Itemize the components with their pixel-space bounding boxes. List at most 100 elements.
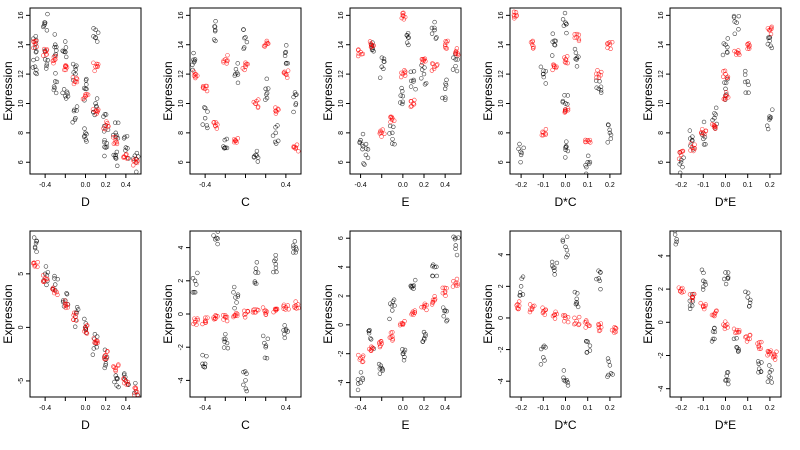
data-point — [92, 68, 97, 74]
data-point — [377, 341, 382, 346]
y-tick-label: 4 — [178, 246, 185, 250]
data-point — [702, 132, 707, 137]
data-point — [400, 11, 405, 16]
data-point — [595, 68, 600, 73]
data-point — [32, 39, 38, 44]
data-point — [41, 46, 47, 52]
data-point — [445, 38, 450, 44]
data-point — [264, 356, 270, 361]
data-point — [409, 103, 414, 109]
data-point — [422, 56, 428, 61]
data-point — [585, 153, 591, 159]
y-axis-label: Expression — [321, 61, 335, 120]
x-tick-label: -0.4 — [355, 405, 367, 412]
y-axis-label: Expression — [321, 284, 335, 343]
data-point — [114, 375, 119, 381]
data-point — [572, 321, 577, 327]
data-point — [273, 252, 278, 258]
data-point — [584, 318, 589, 323]
data-point — [42, 57, 48, 62]
data-point — [443, 95, 448, 100]
data-point — [53, 53, 59, 59]
data-point — [429, 25, 435, 31]
data-point — [420, 339, 425, 344]
y-tick-label: 4 — [658, 254, 665, 258]
data-point — [242, 315, 248, 320]
data-point — [365, 155, 371, 161]
data-point — [102, 137, 107, 143]
data-point — [193, 290, 198, 295]
data-point — [255, 159, 260, 164]
data-point — [94, 344, 99, 350]
data-point — [564, 254, 569, 260]
data-point — [116, 362, 121, 367]
data-point — [587, 159, 593, 165]
data-point — [538, 64, 544, 70]
data-point — [264, 76, 269, 82]
data-point — [241, 382, 246, 388]
data-point — [389, 303, 395, 308]
data-point — [598, 270, 603, 275]
data-point — [412, 97, 417, 103]
data-point — [398, 100, 403, 105]
x-tick-label: 0.2 — [419, 405, 429, 412]
data-point — [132, 401, 136, 405]
y-axis-label: Expression — [481, 61, 495, 120]
y-axis-label: Expression — [161, 61, 175, 120]
y-tick-label: 6 — [498, 160, 505, 164]
data-point — [756, 361, 761, 366]
data-point — [746, 82, 751, 88]
data-point — [565, 54, 570, 59]
points-group — [355, 234, 461, 393]
data-point — [377, 371, 383, 376]
data-point — [399, 85, 404, 91]
data-point — [519, 276, 524, 281]
data-point — [221, 317, 226, 322]
data-point — [293, 299, 298, 304]
points-group — [511, 9, 615, 174]
data-point — [70, 120, 75, 125]
data-point — [103, 127, 108, 132]
data-point — [103, 363, 108, 368]
data-point — [388, 330, 394, 335]
data-point — [104, 144, 110, 150]
data-point — [434, 264, 439, 270]
data-point — [101, 129, 107, 134]
data-point — [583, 139, 588, 144]
data-point — [518, 284, 524, 289]
data-point — [43, 264, 49, 269]
data-point — [687, 298, 693, 304]
data-point — [221, 345, 227, 350]
x-axis-label: C — [241, 418, 250, 432]
data-point — [725, 74, 731, 79]
points-group — [676, 13, 775, 174]
data-point — [31, 57, 36, 63]
data-point — [572, 32, 577, 37]
data-point — [363, 141, 369, 147]
data-point — [224, 314, 230, 320]
data-point — [690, 134, 695, 139]
data-point — [424, 302, 429, 308]
data-point — [564, 378, 570, 383]
data-point — [743, 90, 748, 95]
data-point — [202, 105, 207, 110]
data-point — [194, 322, 199, 327]
data-point — [70, 75, 76, 80]
data-point — [608, 136, 614, 141]
data-point — [722, 68, 728, 74]
data-point — [131, 156, 136, 161]
data-point — [254, 148, 260, 154]
data-point — [390, 336, 396, 342]
data-point — [514, 303, 519, 308]
data-point — [270, 133, 276, 138]
data-point — [291, 109, 296, 115]
data-point — [74, 309, 79, 314]
data-point — [434, 273, 439, 279]
data-point — [286, 307, 291, 312]
data-point — [398, 321, 403, 326]
data-point — [563, 60, 568, 66]
x-axis-label: D*E — [715, 418, 736, 432]
data-point — [574, 64, 580, 69]
data-point — [44, 61, 50, 67]
data-point — [606, 372, 611, 378]
